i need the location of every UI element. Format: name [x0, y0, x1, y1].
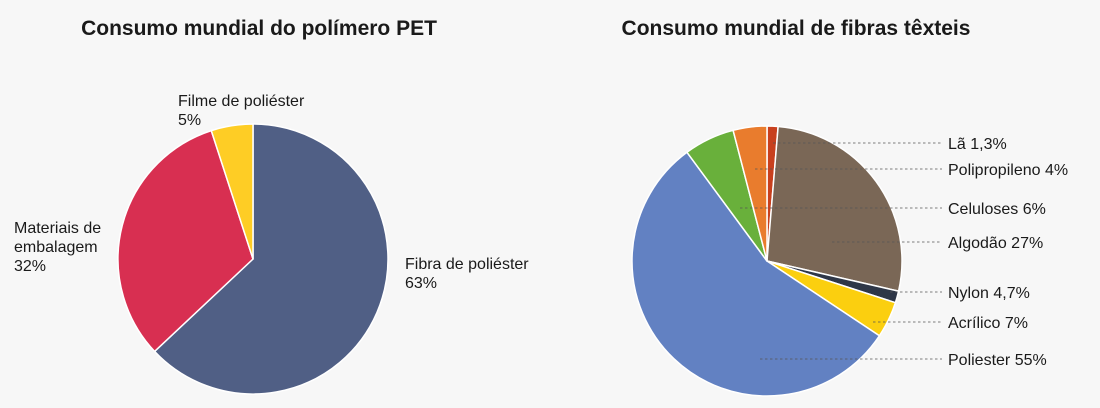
- textile-slice-polipropileno: [732, 125, 768, 262]
- textile-slice-algodao: [766, 125, 903, 292]
- pet-pie: [117, 123, 389, 395]
- pet-label-fibra: Fibra de poliéster 63%: [405, 256, 533, 292]
- textile-label-algodao: Algodão 27%: [948, 235, 1043, 252]
- textile-label-nylon: Nylon 4,7%: [948, 285, 1030, 302]
- pet-slice-filme-de-poliester: [210, 123, 254, 260]
- pet-slice-materiais-de-embalagem: [117, 129, 254, 353]
- pet-slice-fibra-de-poliester: [153, 123, 389, 395]
- pet-chart-title: Consumo mundial do polímero PET: [81, 17, 437, 40]
- pet-chart: Consumo mundial do polímero PET Fibra de…: [14, 17, 533, 395]
- textile-leaders: [740, 142, 942, 360]
- textile-chart: Consumo mundial de fibras têxteis Lã 1,3…: [622, 17, 1068, 397]
- textile-label-acrilico: Acrílico 7%: [948, 315, 1028, 332]
- textile-label-celuloses: Celuloses 6%: [948, 201, 1046, 218]
- textile-chart-title: Consumo mundial de fibras têxteis: [622, 17, 971, 40]
- pet-label-filme: Filme de poliéster 5%: [178, 93, 309, 129]
- textile-label-la: Lã 1,3%: [948, 136, 1007, 153]
- textile-label-poliester: Poliester 55%: [948, 352, 1047, 369]
- textile-slice-poliester: [631, 151, 881, 397]
- textile-pie: [631, 125, 903, 397]
- textile-label-polipropileno: Polipropileno 4%: [948, 162, 1068, 179]
- pet-label-embalagem: Materiais de embalagem 32%: [14, 220, 106, 275]
